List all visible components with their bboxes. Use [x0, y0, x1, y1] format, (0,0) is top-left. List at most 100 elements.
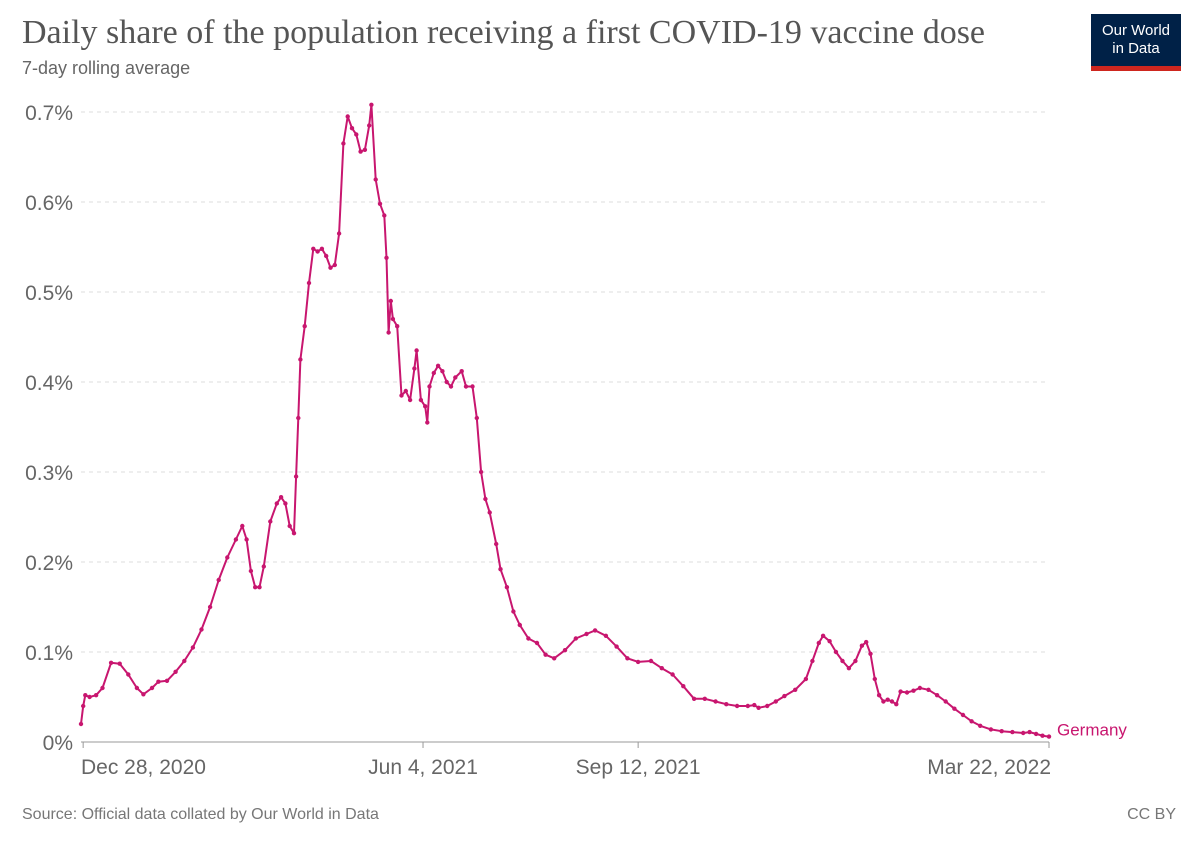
data-point	[562, 648, 568, 653]
data-point	[745, 703, 750, 709]
data-point	[216, 577, 221, 583]
data-point	[293, 474, 299, 479]
data-point	[670, 672, 675, 677]
data-point	[134, 685, 140, 691]
data-point	[1021, 730, 1026, 736]
series-group: Germany	[78, 102, 1127, 740]
data-point	[885, 697, 890, 702]
data-point	[793, 687, 798, 692]
data-point	[336, 231, 342, 236]
data-point	[734, 703, 740, 709]
data-point	[487, 510, 492, 515]
data-point	[926, 687, 931, 692]
data-point	[459, 369, 464, 374]
data-point	[87, 694, 92, 700]
data-point	[274, 501, 279, 506]
gridlines	[81, 111, 1049, 653]
data-point	[268, 519, 273, 524]
data-point	[614, 644, 619, 649]
data-point	[287, 523, 292, 529]
data-point	[390, 316, 396, 322]
data-point	[199, 627, 204, 632]
data-point	[534, 640, 540, 646]
data-point	[407, 397, 413, 403]
data-point	[952, 706, 957, 711]
data-point	[225, 555, 230, 560]
data-point	[328, 265, 333, 270]
data-point	[182, 658, 187, 664]
data-point	[573, 636, 578, 641]
data-point	[810, 658, 815, 664]
data-point	[691, 696, 697, 701]
data-point	[904, 690, 910, 695]
data-point	[478, 469, 484, 475]
data-point	[463, 384, 469, 389]
data-point	[190, 645, 196, 650]
data-point	[382, 213, 387, 218]
data-point	[341, 141, 346, 146]
data-point	[846, 666, 852, 671]
chart-title: Daily share of the population receiving …	[22, 14, 986, 51]
data-point	[911, 688, 916, 693]
data-point	[889, 699, 895, 704]
data-point	[100, 685, 105, 691]
x-axis: Dec 28, 2020 Jun 4, 2021 Sep 12, 2021 Mar 2…	[81, 741, 1051, 779]
data-point	[820, 633, 826, 638]
data-point	[358, 149, 363, 154]
data-point	[257, 585, 262, 590]
data-point	[399, 393, 404, 398]
data-point	[261, 564, 266, 569]
data-point	[765, 703, 770, 709]
data-point	[625, 656, 630, 661]
data-point	[362, 147, 368, 152]
data-point	[816, 640, 821, 646]
data-point	[298, 357, 303, 362]
data-point	[435, 363, 441, 368]
data-point	[827, 639, 832, 644]
data-point	[511, 609, 516, 614]
x-tick-label: Sep 12, 2021	[576, 756, 701, 779]
data-point	[648, 658, 654, 664]
series-line-germany	[80, 103, 1050, 738]
data-point	[960, 712, 966, 718]
data-point	[233, 537, 239, 542]
data-point	[412, 366, 417, 371]
data-point	[93, 693, 99, 698]
data-point	[934, 693, 940, 698]
data-point	[752, 702, 757, 708]
data-point	[141, 692, 146, 697]
data-point	[872, 676, 877, 682]
x-tick-label: Mar 22, 2022	[927, 756, 1051, 779]
data-point	[474, 415, 479, 421]
logo-line-2: in Data	[1112, 40, 1160, 57]
data-point	[283, 501, 288, 506]
data-point	[713, 699, 718, 704]
data-point	[494, 541, 499, 547]
license-link[interactable]: CC BY	[1127, 806, 1176, 823]
data-point	[173, 669, 178, 674]
data-point	[373, 177, 378, 182]
data-point	[367, 123, 372, 128]
series-label: Germany	[1057, 721, 1127, 740]
owid-logo[interactable]: Our World in Data	[1091, 14, 1181, 71]
data-point	[635, 659, 641, 665]
data-point	[253, 585, 258, 590]
data-point	[864, 639, 869, 645]
data-point	[345, 114, 350, 119]
data-point	[803, 676, 809, 682]
data-point	[384, 255, 389, 260]
y-tick-label: 0.3%	[25, 462, 73, 485]
data-point	[306, 280, 312, 286]
y-tick-label: 0.7%	[25, 102, 73, 125]
data-point	[859, 643, 865, 648]
x-tick-label: Dec 28, 2020	[81, 756, 206, 779]
y-tick-label: 0.2%	[25, 552, 73, 575]
data-point	[782, 693, 787, 699]
data-point	[988, 727, 994, 732]
data-point	[917, 685, 923, 691]
y-tick-label: 0.6%	[25, 192, 73, 215]
data-point	[868, 651, 873, 656]
data-point	[1040, 733, 1045, 738]
data-point	[311, 246, 316, 251]
